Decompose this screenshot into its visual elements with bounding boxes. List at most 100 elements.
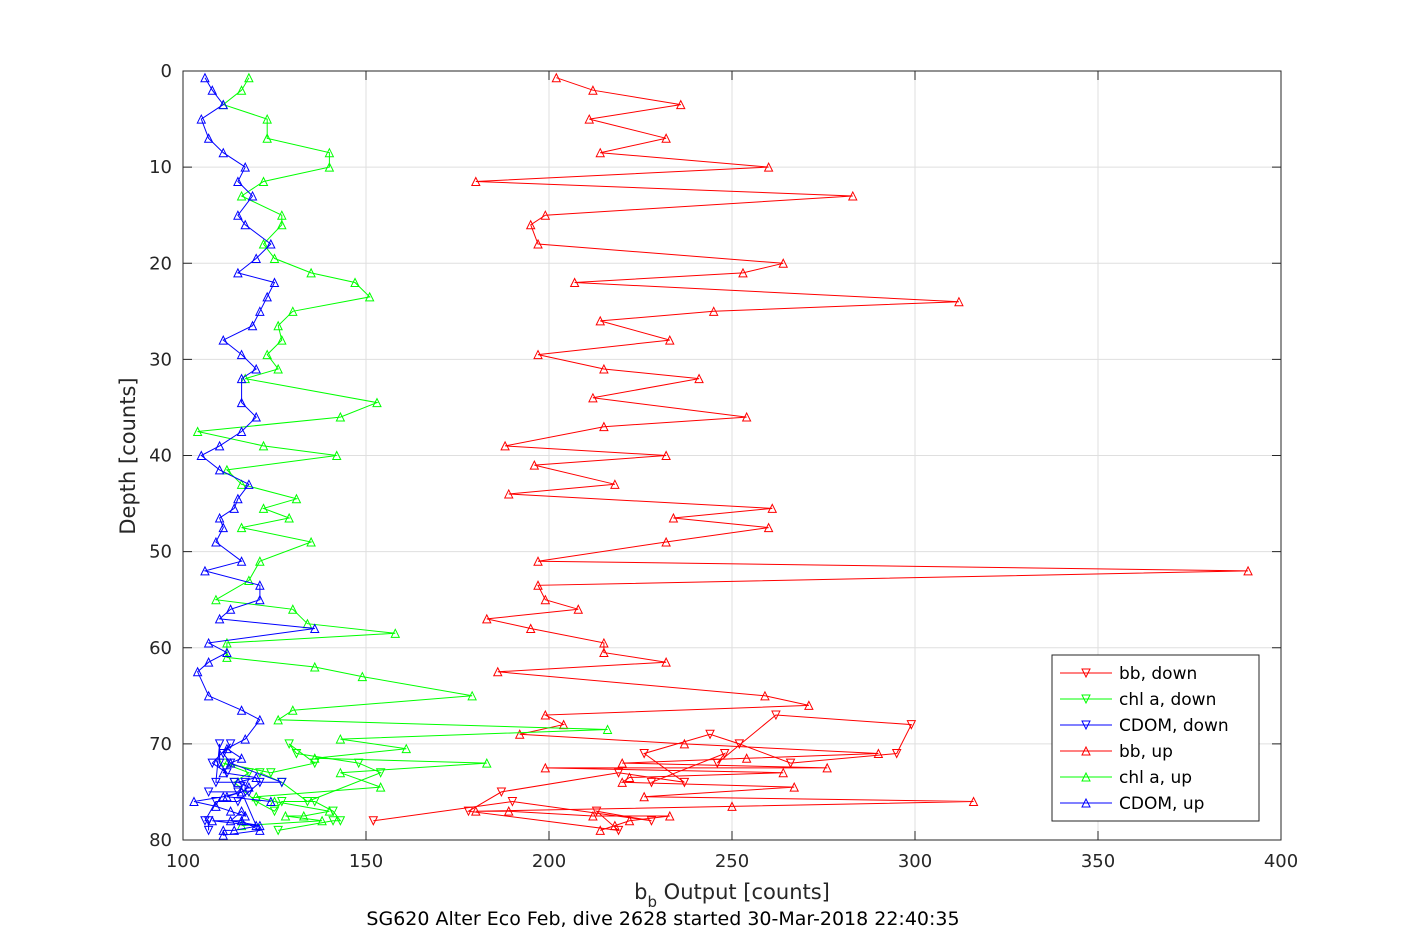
data-point — [734, 739, 745, 749]
data-point — [236, 522, 247, 533]
data-point — [255, 594, 265, 605]
data-point — [309, 661, 320, 672]
data-point — [222, 652, 232, 662]
data-point — [588, 810, 598, 821]
data-point — [335, 767, 346, 778]
data-point — [240, 162, 251, 172]
data-point — [218, 767, 229, 778]
data-point — [244, 787, 254, 798]
series-line — [373, 714, 913, 832]
data-point — [258, 176, 269, 187]
data-point — [244, 479, 254, 489]
data-point — [778, 258, 789, 268]
legend-label: CDOM, down — [1119, 716, 1229, 736]
data-point — [244, 575, 254, 585]
data-point — [240, 733, 251, 744]
data-point — [277, 797, 287, 807]
data-point — [262, 113, 272, 124]
data-point — [200, 565, 210, 576]
data-point — [273, 714, 283, 725]
data-point — [218, 748, 229, 759]
data-point — [266, 796, 276, 807]
data-point — [266, 768, 276, 778]
data-point — [203, 690, 214, 701]
data-point — [236, 820, 247, 831]
data-point — [847, 190, 858, 201]
data-point — [470, 176, 481, 187]
data-point — [500, 440, 510, 451]
y-tick-label: 40 — [149, 446, 172, 467]
data-point — [760, 690, 770, 701]
data-point — [525, 219, 536, 230]
data-point — [694, 373, 704, 384]
data-point — [741, 753, 752, 763]
legend-label: bb, up — [1119, 742, 1173, 762]
data-point — [203, 657, 214, 667]
data-point — [214, 512, 225, 523]
series-line — [197, 77, 608, 827]
data-point — [331, 450, 342, 460]
data-point — [218, 99, 229, 110]
series-line — [193, 77, 315, 836]
data-point — [624, 815, 635, 826]
grid-lines — [183, 71, 1281, 840]
data-point — [233, 777, 243, 787]
data-point — [277, 777, 287, 788]
data-point — [595, 825, 606, 835]
data-point — [229, 825, 240, 835]
data-point — [335, 733, 346, 744]
data-point — [540, 594, 551, 605]
y-axis-ticks: 0 10 20 30 40 50 60 70 80 — [149, 61, 1281, 851]
data-point — [719, 748, 730, 759]
x-axis-label: bb Output [counts] — [634, 880, 830, 911]
data-point — [595, 315, 606, 326]
data-point — [284, 739, 294, 749]
data-point — [529, 459, 540, 470]
data-point — [364, 291, 375, 302]
data-point — [211, 594, 221, 605]
data-point — [225, 815, 236, 826]
data-point — [236, 426, 247, 436]
data-point — [240, 810, 251, 821]
data-point — [203, 825, 214, 836]
data-point — [767, 503, 778, 513]
data-point — [569, 277, 580, 287]
data-point — [368, 816, 379, 826]
data-point — [481, 757, 492, 768]
data-point — [309, 753, 320, 763]
data-point — [218, 522, 229, 533]
data-point — [639, 791, 649, 802]
data-point — [372, 397, 382, 408]
data-point — [251, 791, 262, 802]
data-point — [646, 816, 657, 826]
data-point — [255, 825, 265, 835]
data-point — [891, 748, 902, 759]
data-point — [496, 787, 507, 798]
data-point — [203, 133, 214, 143]
data-point — [200, 72, 210, 83]
data-point — [591, 806, 602, 817]
data-point — [741, 411, 752, 422]
data-point — [214, 440, 225, 451]
data-point — [705, 729, 715, 740]
data-point — [390, 628, 401, 638]
data-point — [236, 85, 247, 95]
data-point — [306, 536, 316, 547]
data-point — [247, 320, 258, 331]
data-point — [192, 666, 203, 677]
data-point — [255, 580, 265, 590]
data-point — [613, 768, 624, 778]
data-point — [588, 392, 598, 403]
data-point — [222, 637, 232, 648]
data-point — [540, 210, 551, 220]
data-point — [804, 700, 814, 710]
series-5 — [189, 72, 320, 840]
data-point — [503, 806, 514, 816]
data-point — [551, 72, 562, 83]
data-point — [214, 464, 225, 475]
data-point — [306, 267, 316, 278]
y-tick-label: 20 — [149, 253, 172, 274]
x-tick-label: 150 — [349, 851, 383, 872]
data-point — [492, 666, 503, 677]
data-point — [280, 810, 291, 821]
